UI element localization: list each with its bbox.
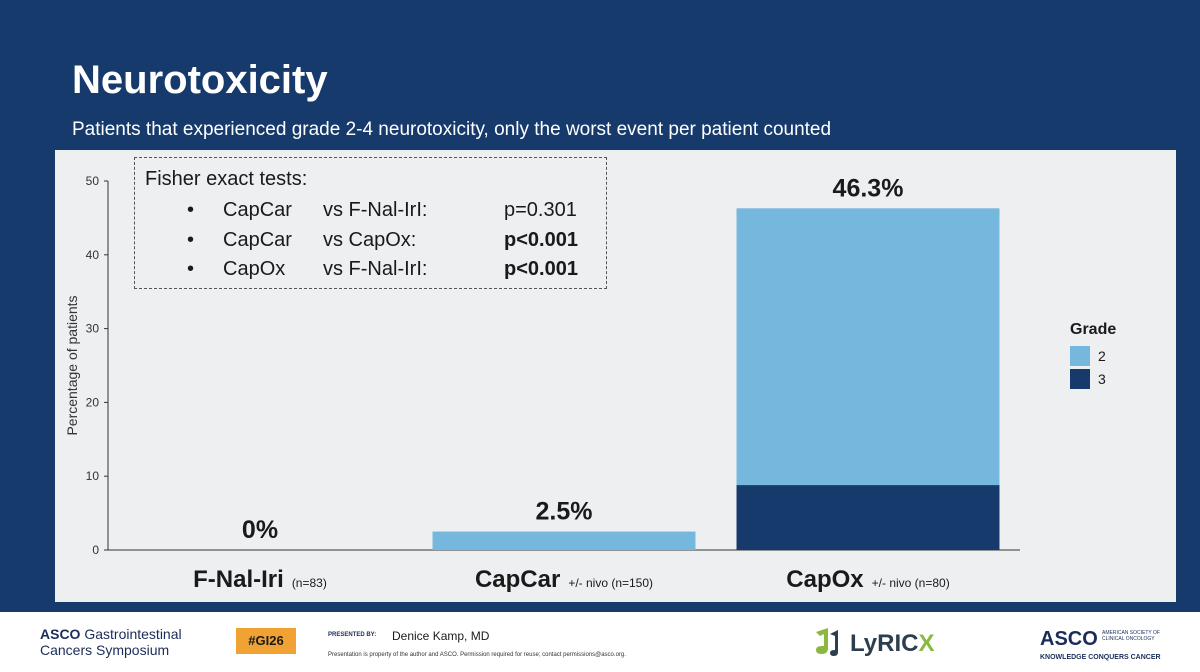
y-tick-label: 50 xyxy=(86,174,100,188)
disclaimer: Presentation is property of the author a… xyxy=(328,652,626,658)
comparison-vs: vs F-Nal-IrI: xyxy=(323,258,428,280)
bar-total-label: 2.5% xyxy=(536,498,593,526)
lyricx-text: LyRICX xyxy=(850,630,934,658)
x-category-label: F-Nal-Iri (n=83) xyxy=(193,566,327,593)
bullet: • xyxy=(187,229,195,251)
y-tick-label: 20 xyxy=(86,395,100,409)
fisher-test-row: • CapOx vs F-Nal-IrI: p<0.001 xyxy=(187,258,607,286)
category-name: CapOx xyxy=(786,566,864,593)
slide-title: Neurotoxicity xyxy=(72,58,328,102)
lyricx-mark-icon xyxy=(816,628,838,656)
asco-right-word: ASCO xyxy=(1040,628,1098,650)
p-value: p<0.001 xyxy=(504,258,578,280)
lyricx-logo: LyRICX xyxy=(812,624,934,660)
bar-chart: 0 10 20 30 40 50 Percentage of patients 0% F-Nal… xyxy=(64,174,1116,593)
footer: ASCO Gastrointestinal Cancers Symposium … xyxy=(0,612,1200,672)
p-value: p=0.301 xyxy=(504,199,577,221)
presenter-name: Denice Kamp, MD xyxy=(392,629,490,643)
comparison-vs: vs F-Nal-IrI: xyxy=(323,199,428,221)
legend-label: 3 xyxy=(1098,371,1106,387)
bar-grade-3 xyxy=(736,485,1000,550)
bar-grade-2 xyxy=(736,208,1000,486)
y-axis-label: Percentage of patients xyxy=(64,295,80,435)
hashtag-badge: #GI26 xyxy=(236,628,296,654)
bar-total-label: 46.3% xyxy=(833,174,904,202)
fisher-test-row: • CapCar vs CapOx: p<0.001 xyxy=(187,229,607,257)
fisher-tests-title: Fisher exact tests: xyxy=(145,168,308,190)
legend-label: 2 xyxy=(1098,348,1106,364)
legend-title: Grade xyxy=(1070,321,1116,338)
asco-left-line1: Gastrointestinal xyxy=(80,626,182,642)
bar-grade-2 xyxy=(432,531,696,550)
category-note: (n=83) xyxy=(292,576,327,590)
comparison-group: CapOx xyxy=(223,258,286,280)
comparison-group: CapCar xyxy=(223,229,292,251)
x-category-label: CapCar +/- nivo (n=150) xyxy=(475,566,653,593)
category-note: +/- nivo (n=150) xyxy=(568,576,653,590)
asco-left-word: ASCO xyxy=(40,626,81,642)
x-category-label: CapOx +/- nivo (n=80) xyxy=(786,566,949,593)
category-name: F-Nal-Iri xyxy=(193,566,284,593)
category-name: CapCar xyxy=(475,566,560,593)
y-tick-label: 40 xyxy=(86,248,100,262)
p-value: p<0.001 xyxy=(504,229,578,251)
y-tick-label: 30 xyxy=(86,322,100,336)
presented-by-label: PRESENTED BY: xyxy=(328,632,377,638)
category-note: +/- nivo (n=80) xyxy=(872,576,950,590)
y-tick-label: 10 xyxy=(86,469,100,483)
y-tick-label: 0 xyxy=(92,543,99,557)
lyricx-main: LyRIC xyxy=(850,630,919,657)
bullet: • xyxy=(187,199,195,221)
legend-swatch-2 xyxy=(1070,346,1090,366)
bar-total-label: 0% xyxy=(242,516,278,544)
asco-gi-logo: ASCO Gastrointestinal Cancers Symposium xyxy=(40,626,182,658)
fisher-tests-box: Fisher exact tests: • CapCar vs F-Nal-Ir… xyxy=(134,157,607,289)
slide-subtitle: Patients that experienced grade 2-4 neur… xyxy=(72,119,832,140)
comparison-group: CapCar xyxy=(223,199,292,221)
bullet: • xyxy=(187,258,195,280)
asco-right-sub: AMERICAN SOCIETY OF CLINICAL ONCOLOGY xyxy=(1102,630,1160,642)
asco-society-logo: ASCO AMERICAN SOCIETY OF CLINICAL ONCOLO… xyxy=(1040,628,1161,661)
legend-swatch-3 xyxy=(1070,369,1090,389)
lyricx-x: X xyxy=(918,630,935,657)
fisher-test-row: • CapCar vs F-Nal-IrI: p=0.301 xyxy=(187,199,607,227)
comparison-vs: vs CapOx: xyxy=(323,229,417,251)
asco-left-line2: Cancers Symposium xyxy=(40,642,170,658)
asco-right-tag: KNOWLEDGE CONQUERS CANCER xyxy=(1040,654,1161,661)
